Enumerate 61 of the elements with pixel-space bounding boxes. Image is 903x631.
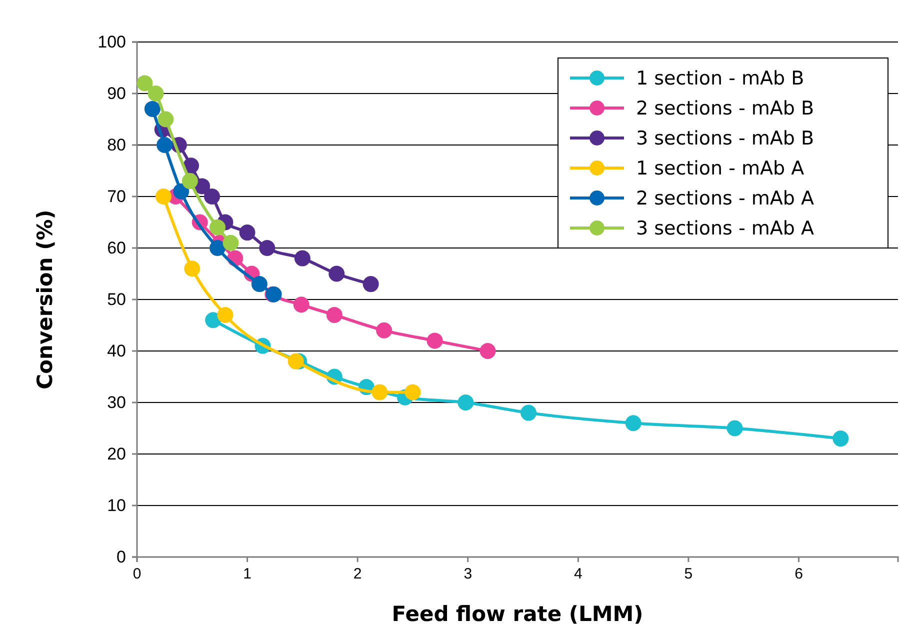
point — [239, 224, 256, 241]
point — [376, 322, 392, 338]
x-tick-label: 1 — [243, 566, 252, 583]
y-tick-label: 90 — [107, 84, 126, 103]
point — [404, 384, 421, 400]
x-tick-label: 4 — [574, 566, 582, 583]
point — [326, 306, 342, 323]
point — [328, 266, 345, 282]
point — [520, 404, 537, 421]
y-tick-label: 0 — [116, 547, 126, 566]
x-tick-label: 5 — [684, 566, 693, 583]
x-tick-label: 6 — [794, 566, 803, 583]
y-tick-label: 70 — [107, 186, 126, 206]
y-tick-label: 80 — [107, 135, 126, 154]
point — [217, 306, 234, 323]
y-tick-label: 20 — [107, 444, 126, 464]
point — [184, 260, 200, 277]
point — [210, 219, 226, 236]
legend-label: 1 section - mAb A — [636, 158, 804, 180]
point — [726, 420, 743, 436]
y-tick-label: 60 — [107, 238, 126, 258]
point — [293, 296, 310, 313]
point — [158, 111, 174, 128]
point — [625, 415, 642, 432]
y-tick-label: 10 — [107, 496, 126, 515]
point — [362, 276, 379, 292]
point — [458, 394, 474, 410]
y-axis-title: Conversion (%) — [33, 210, 57, 390]
y-tick-label: 40 — [107, 341, 126, 360]
legend-label: 3 sections - mAb A — [636, 218, 814, 240]
point — [204, 188, 220, 204]
point — [210, 240, 226, 256]
x-tick-label: 3 — [464, 566, 472, 583]
point — [259, 240, 276, 256]
point — [251, 276, 268, 292]
point — [294, 250, 310, 266]
point — [832, 430, 849, 447]
legend-label: 2 sections - mAb B — [636, 98, 814, 120]
y-tick-label: 100 — [98, 32, 126, 52]
point — [173, 183, 190, 200]
point — [144, 100, 160, 117]
x-tick-label: 2 — [353, 566, 362, 583]
y-tick-label: 30 — [107, 392, 126, 412]
point — [480, 343, 496, 359]
point — [136, 75, 153, 92]
x-tick-label: 0 — [132, 566, 142, 583]
legend-label: 3 sections - mAb B — [636, 128, 814, 150]
point — [372, 384, 388, 400]
point — [183, 158, 200, 174]
point — [155, 188, 172, 204]
point — [205, 312, 222, 328]
point — [426, 332, 443, 349]
legend-label: 2 sections - mAb A — [636, 188, 814, 210]
point — [222, 234, 239, 251]
point — [156, 137, 173, 153]
point — [288, 353, 304, 370]
point — [182, 173, 198, 190]
point — [148, 86, 164, 102]
y-tick-label: 50 — [107, 290, 126, 309]
x-axis-title: Feed flow rate (LMM) — [392, 602, 644, 626]
legend-label: 1 section - mAb B — [636, 68, 804, 90]
